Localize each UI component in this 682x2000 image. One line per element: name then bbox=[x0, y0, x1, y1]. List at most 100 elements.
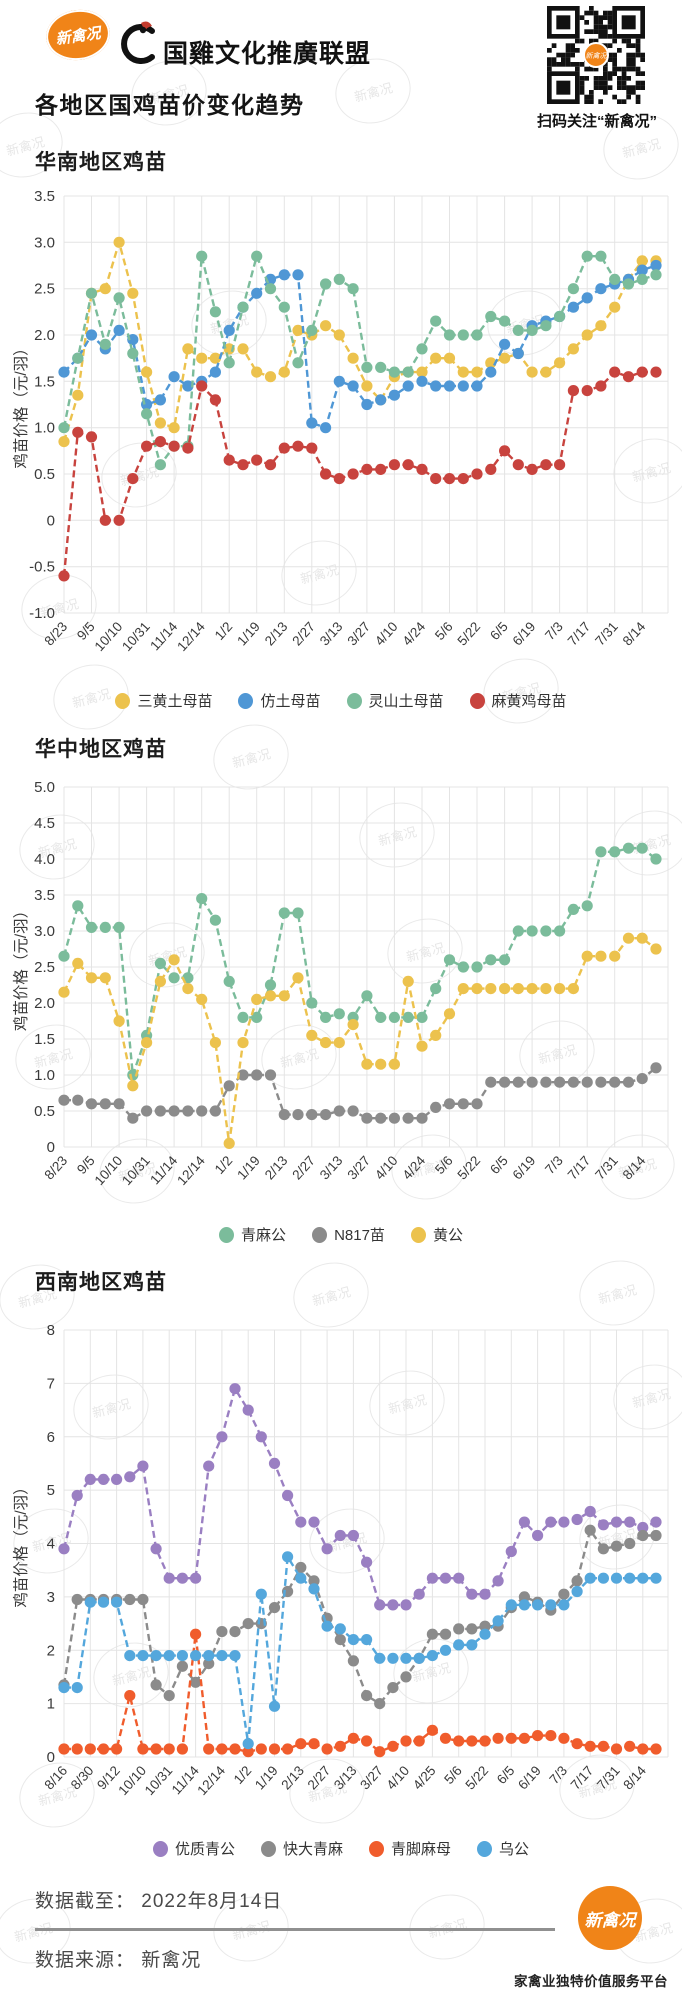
svg-text:8/23: 8/23 bbox=[41, 619, 70, 649]
svg-text:1.0: 1.0 bbox=[34, 1067, 55, 1084]
legend-dot-icon bbox=[477, 1840, 493, 1857]
svg-text:10/10: 10/10 bbox=[92, 619, 126, 654]
svg-text:6/19: 6/19 bbox=[515, 1763, 544, 1793]
legend-dot-icon bbox=[152, 1840, 168, 1857]
line-chart-central-china: 5.04.54.03.53.02.52.01.51.00.508/23 9/510… bbox=[12, 779, 669, 1188]
legend-dot-icon bbox=[219, 1226, 235, 1243]
legend-dot-icon bbox=[312, 1226, 328, 1243]
chart-legend-southwest-china: 优质青公 快大青麻 青脚麻母 乌公 bbox=[0, 1838, 682, 1859]
svg-text:4/24: 4/24 bbox=[399, 619, 428, 649]
brand-watermark: 新禽况 bbox=[402, 1886, 492, 1968]
svg-text:4/10: 4/10 bbox=[383, 1763, 412, 1793]
svg-text:3/27: 3/27 bbox=[344, 1153, 373, 1183]
svg-text:0.5: 0.5 bbox=[34, 466, 55, 483]
svg-text:1/19: 1/19 bbox=[234, 619, 263, 649]
legend-label: 优质青公 bbox=[174, 1841, 235, 1858]
legend-label: 麻黄鸡母苗 bbox=[491, 693, 567, 710]
svg-text:1.5: 1.5 bbox=[34, 1031, 55, 1048]
svg-text:3/27: 3/27 bbox=[344, 619, 373, 649]
svg-text:3.0: 3.0 bbox=[34, 234, 55, 251]
svg-text:4/10: 4/10 bbox=[372, 619, 401, 649]
svg-text:0.5: 0.5 bbox=[34, 1103, 55, 1120]
svg-text:-1.0: -1.0 bbox=[29, 605, 55, 622]
svg-text:3/27: 3/27 bbox=[357, 1763, 386, 1793]
svg-text:5.0: 5.0 bbox=[34, 779, 55, 796]
brand-watermark-text: 新禽况 bbox=[426, 1915, 469, 1941]
brand-watermark-text: 新禽况 bbox=[620, 135, 663, 161]
svg-text:8/14: 8/14 bbox=[620, 1153, 649, 1183]
svg-text:3.0: 3.0 bbox=[34, 923, 55, 940]
svg-text:2.0: 2.0 bbox=[34, 995, 55, 1012]
legend-label: 黄公 bbox=[432, 1227, 463, 1244]
legend-label: 青麻公 bbox=[241, 1227, 287, 1244]
brand-badge-label: 新禽况 bbox=[54, 24, 102, 48]
svg-text:5/6: 5/6 bbox=[432, 1153, 456, 1177]
legend-item: 青麻公 bbox=[219, 1224, 286, 1245]
svg-text:9/5: 9/5 bbox=[74, 619, 98, 643]
svg-text:3.5: 3.5 bbox=[34, 887, 55, 904]
svg-text:3: 3 bbox=[47, 1589, 55, 1606]
svg-text:1.0: 1.0 bbox=[34, 420, 55, 437]
svg-text:6/19: 6/19 bbox=[510, 1153, 539, 1183]
svg-text:3.5: 3.5 bbox=[34, 188, 55, 205]
svg-text:7/31: 7/31 bbox=[592, 1153, 621, 1183]
svg-text:3/13: 3/13 bbox=[331, 1763, 360, 1793]
svg-text:2/13: 2/13 bbox=[278, 1763, 307, 1793]
data-cutoff-value: 2022年8月14日 bbox=[141, 1891, 283, 1912]
svg-text:10/10: 10/10 bbox=[92, 1153, 126, 1188]
brand-watermark-text: 新禽况 bbox=[230, 745, 273, 771]
svg-text:1/2: 1/2 bbox=[231, 1763, 255, 1787]
svg-text:11/14: 11/14 bbox=[147, 1153, 180, 1188]
svg-text:12/14: 12/14 bbox=[174, 619, 208, 655]
legend-label: 青脚麻母 bbox=[391, 1841, 452, 1858]
svg-text:0: 0 bbox=[47, 1749, 55, 1766]
qr-code: 新禽况 bbox=[547, 6, 645, 109]
svg-text:6/5: 6/5 bbox=[494, 1763, 518, 1787]
svg-text:7: 7 bbox=[47, 1375, 55, 1392]
svg-text:2: 2 bbox=[47, 1642, 55, 1659]
section-title-southwest-china: 西南地区鸡苗 bbox=[35, 1271, 167, 1294]
footer-brand-label: 新禽况 bbox=[584, 1910, 636, 1930]
chart-legend-central-china: 青麻公 N817苗 黄公 bbox=[0, 1224, 682, 1245]
svg-text:3/13: 3/13 bbox=[317, 1153, 346, 1183]
legend-item: N817苗 bbox=[312, 1224, 385, 1245]
legend-item: 青脚麻母 bbox=[369, 1838, 451, 1859]
section-title-south-china: 华南地区鸡苗 bbox=[35, 151, 167, 174]
svg-text:2.0: 2.0 bbox=[34, 327, 55, 344]
legend-dot-icon bbox=[369, 1840, 384, 1857]
footer-divider bbox=[35, 1928, 555, 1931]
qr-caption: 扫码关注“新禽况” bbox=[536, 113, 657, 130]
svg-text:鸡苗价格（元/羽）: 鸡苗价格（元/羽） bbox=[12, 1479, 30, 1607]
line-chart-south-china: 3.53.02.52.01.51.00.50-0.5-1.08/23 9/510/… bbox=[12, 188, 669, 655]
data-source-value: 新禽况 bbox=[141, 1950, 202, 1971]
svg-text:11/14: 11/14 bbox=[147, 619, 180, 654]
legend-item: 三黄土母苗 bbox=[115, 690, 212, 711]
svg-text:4/10: 4/10 bbox=[372, 1153, 401, 1183]
svg-text:1.5: 1.5 bbox=[34, 373, 55, 390]
data-cutoff-line: 数据截至： 2022年8月14日 bbox=[35, 1886, 282, 1913]
svg-text:7/3: 7/3 bbox=[542, 619, 566, 643]
legend-label: 三黄土母苗 bbox=[137, 693, 213, 710]
svg-text:4/24: 4/24 bbox=[399, 1153, 428, 1183]
chart-legend-south-china: 三黄土母苗 仿土母苗 灵山土母苗 麻黄鸡母苗 bbox=[0, 690, 682, 711]
brand-watermark-text: 新禽况 bbox=[596, 1281, 639, 1307]
legend-dot-icon bbox=[410, 1226, 426, 1243]
legend-dot-icon bbox=[260, 1840, 276, 1857]
legend-item: 快大青麻 bbox=[260, 1838, 343, 1859]
svg-text:7/31: 7/31 bbox=[592, 619, 621, 649]
legend-item: 乌公 bbox=[477, 1838, 529, 1859]
svg-text:7/3: 7/3 bbox=[542, 1153, 566, 1177]
svg-text:1/2: 1/2 bbox=[212, 1153, 236, 1177]
line-chart-southwest-china: 8765432108/168/309/1210/1010/3111/1412/1… bbox=[12, 1322, 669, 1799]
svg-text:6/5: 6/5 bbox=[487, 619, 511, 643]
svg-text:5/22: 5/22 bbox=[462, 1763, 491, 1793]
svg-text:4.0: 4.0 bbox=[34, 851, 55, 868]
svg-text:2/27: 2/27 bbox=[289, 1153, 318, 1183]
svg-text:12/14: 12/14 bbox=[194, 1763, 228, 1799]
brand-watermark-text: 新禽况 bbox=[352, 79, 395, 105]
footer-brand-logo: 新禽况 bbox=[578, 1886, 642, 1950]
svg-text:5/22: 5/22 bbox=[454, 1153, 483, 1183]
brand-watermark-text: 新禽况 bbox=[310, 1283, 353, 1309]
svg-text:1/19: 1/19 bbox=[234, 1153, 263, 1183]
